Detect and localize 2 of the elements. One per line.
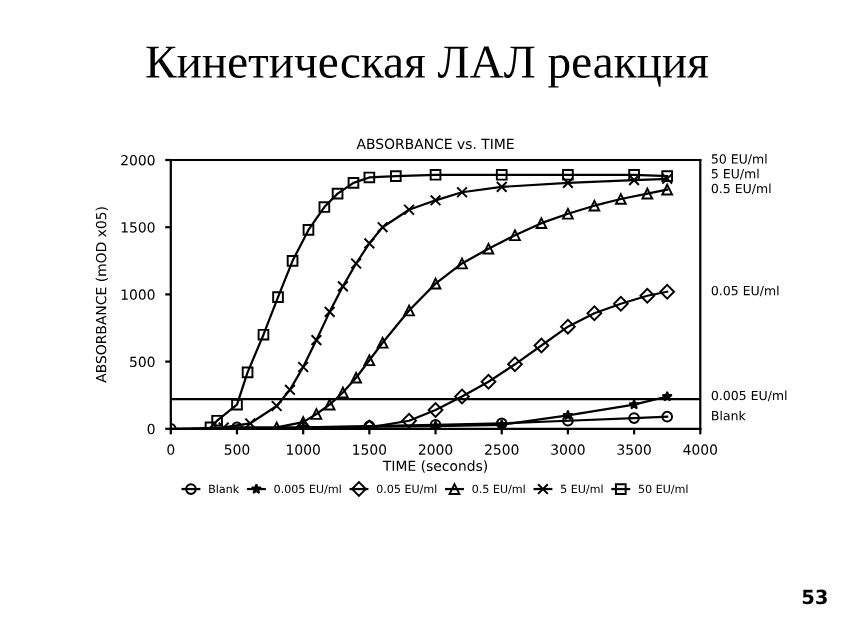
text: 53 xyxy=(802,589,827,605)
chart-title: Кинетическая ЛАЛ реакция xyxy=(146,46,709,88)
